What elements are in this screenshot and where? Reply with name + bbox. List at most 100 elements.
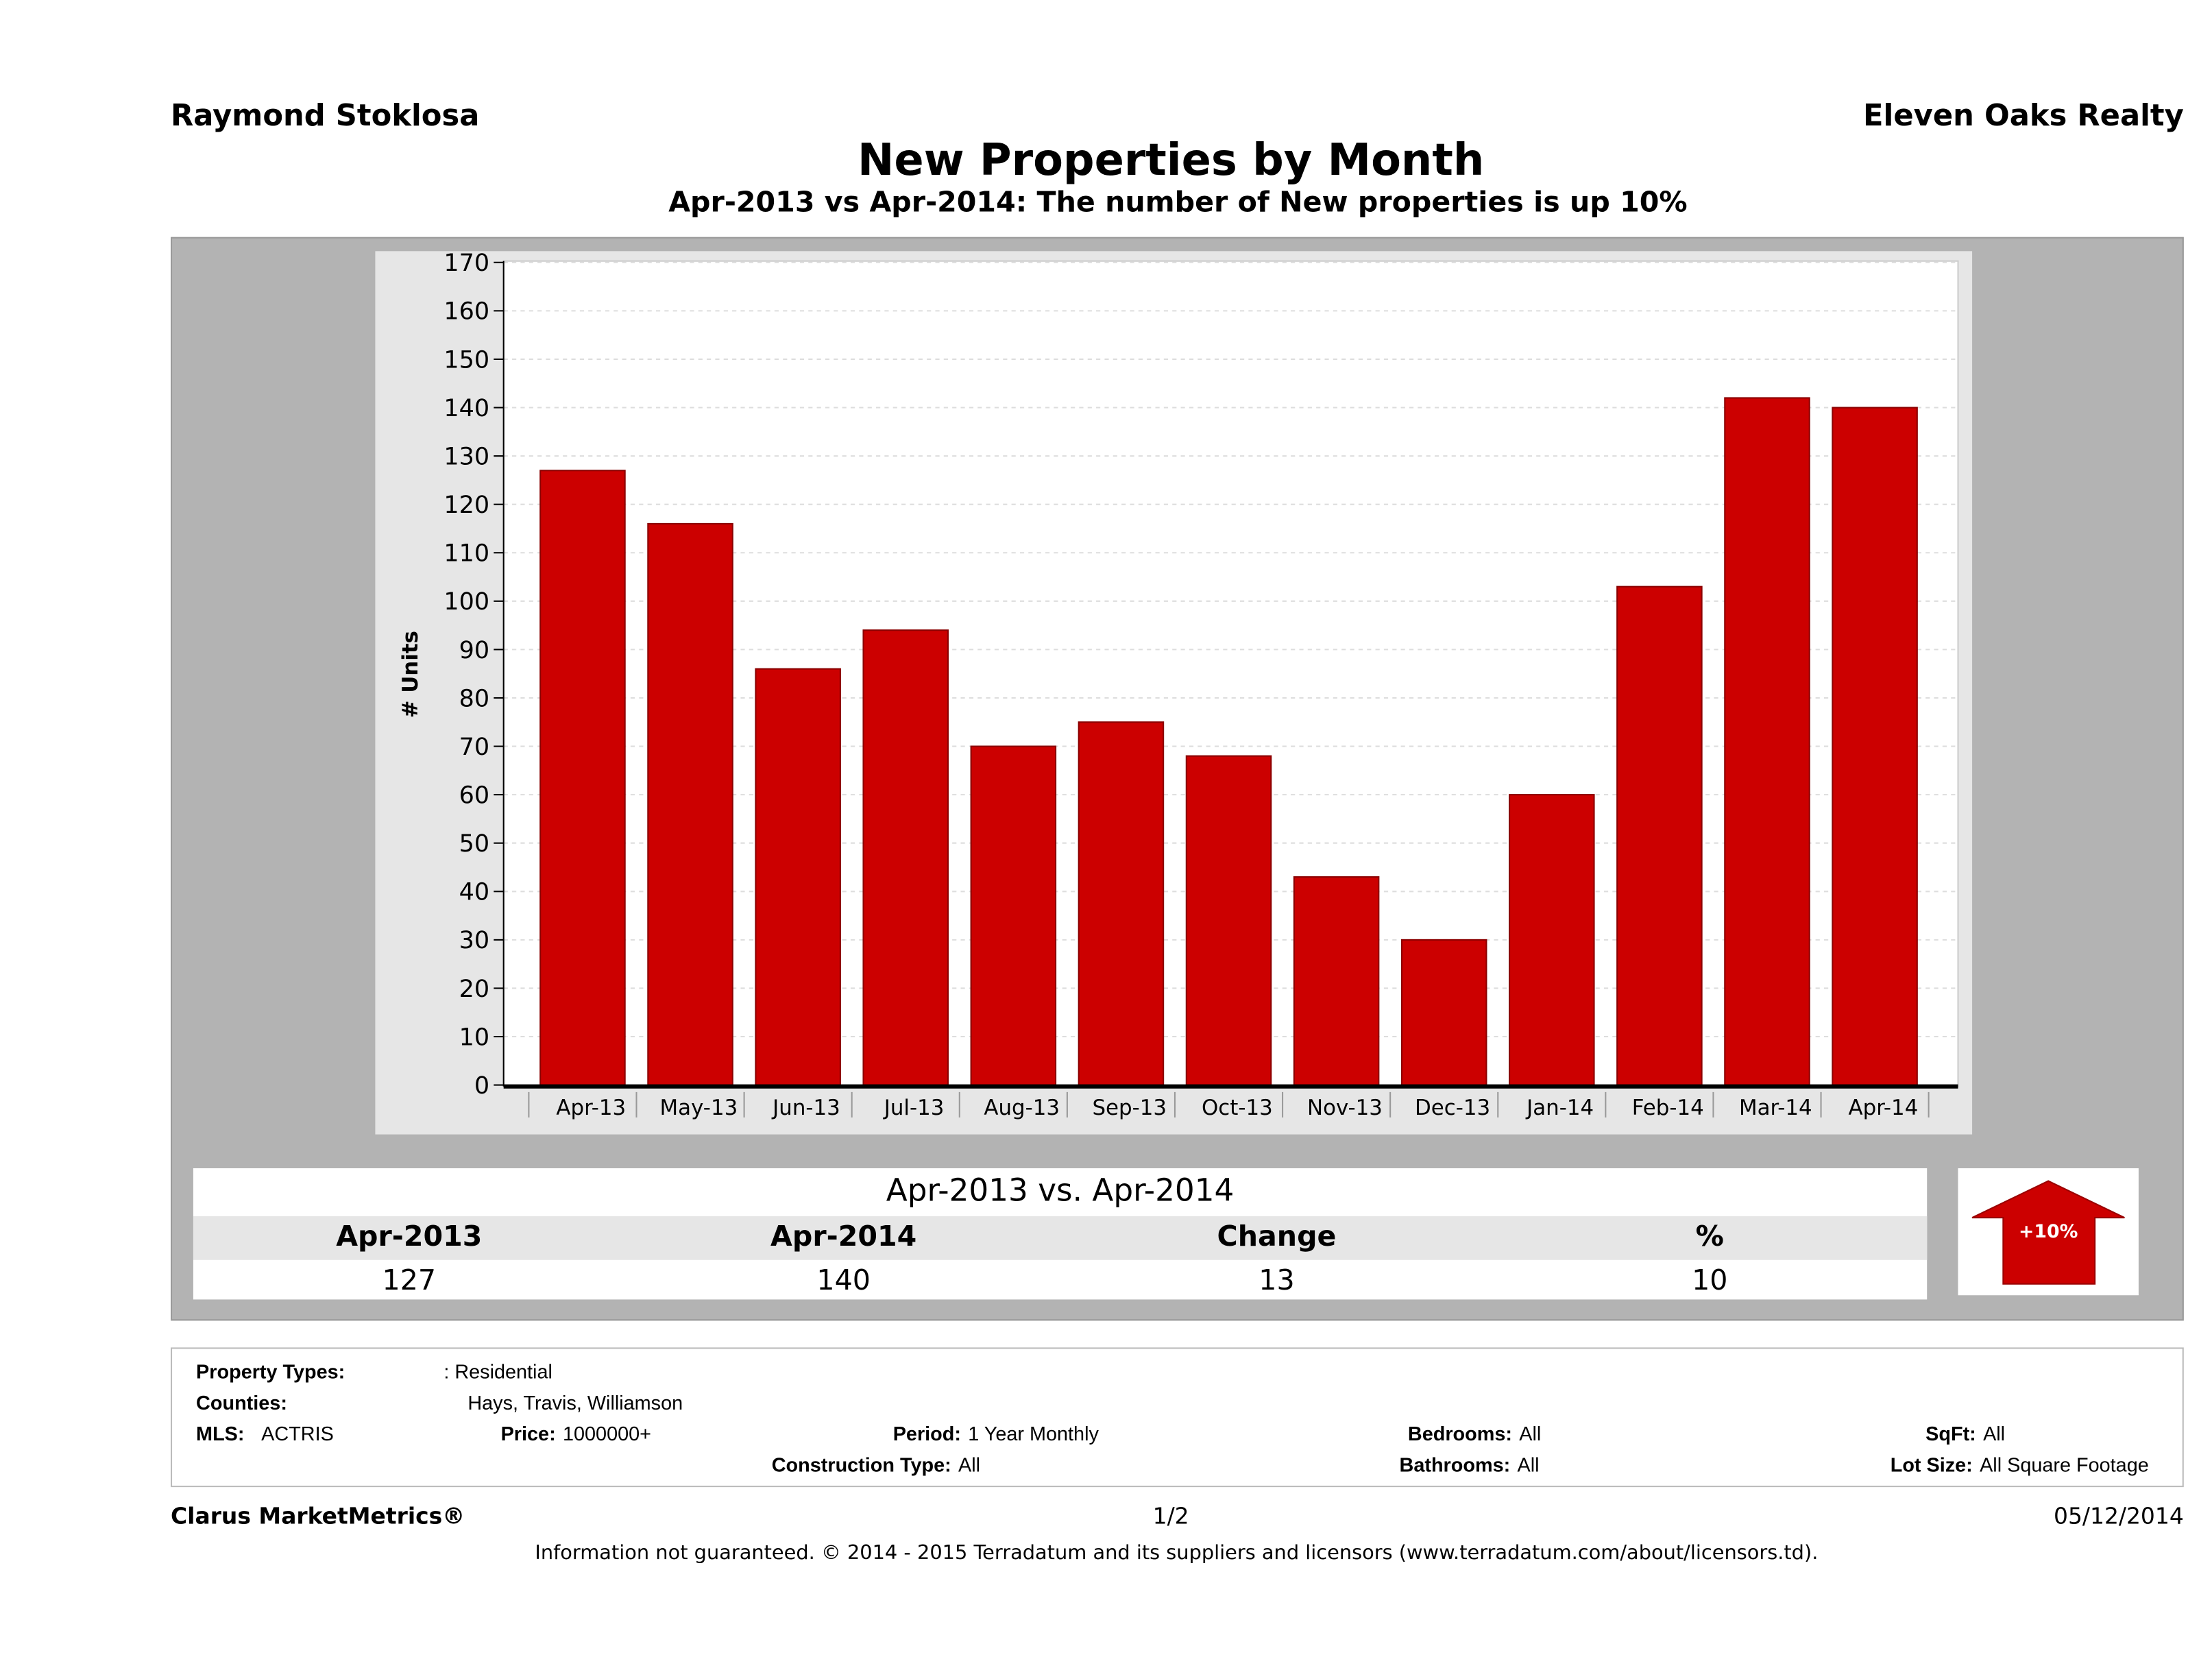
period-field: Period: 1 Year Monthly (893, 1422, 1099, 1445)
x-tick-label: Aug-13 (984, 1096, 1060, 1120)
counties-field: Counties: Hays, Travis, Williamson (196, 1391, 683, 1414)
agent-name: Raymond Stoklosa (171, 99, 480, 133)
x-tick-label: Apr-14 (1849, 1096, 1919, 1120)
sqft-value: All (1983, 1422, 2006, 1445)
y-tick-label: 110 (443, 540, 489, 568)
price-field: Price: 1000000+ (501, 1422, 651, 1445)
x-tick-label: Mar-14 (1739, 1096, 1812, 1120)
mls-value: ACTRIS (261, 1422, 334, 1445)
lot-size-label: Lot Size: (1890, 1453, 1973, 1476)
counties-value: Hays, Travis, Williamson (467, 1391, 683, 1414)
mls-label: MLS: (196, 1422, 245, 1445)
bar-jan-14 (1509, 794, 1595, 1086)
mls-field: MLS: ACTRIS (196, 1422, 334, 1445)
y-tick-label: 100 (443, 588, 489, 616)
value-apr-2013: 127 (382, 1262, 437, 1297)
y-tick-label: 80 (459, 685, 490, 712)
bar-feb-14 (1616, 585, 1703, 1086)
summary-title: Apr-2013 vs. Apr-2014 (886, 1174, 1235, 1209)
y-tick-label: 90 (459, 637, 490, 664)
x-tick-label: May-13 (660, 1096, 738, 1120)
y-tick-label: 130 (443, 443, 489, 470)
bar-aug-13 (970, 745, 1057, 1086)
summary-table: Apr-2013 vs. Apr-2014 Apr-2013 Apr-2014 … (193, 1168, 1928, 1300)
y-tick-label: 140 (443, 395, 489, 422)
bathrooms-value: All (1517, 1453, 1540, 1476)
property-types-label: Property Types: (196, 1360, 345, 1383)
x-tick-label: Sep-13 (1092, 1096, 1167, 1120)
header-change: Change (1217, 1219, 1337, 1253)
disclaimer: Information not guaranteed. © 2014 - 201… (535, 1542, 1819, 1565)
value-apr-2014: 140 (816, 1262, 871, 1297)
x-tick-label: Jun-13 (771, 1096, 840, 1120)
x-tick-label: Jul-13 (883, 1096, 945, 1120)
bedrooms-label: Bedrooms: (1407, 1422, 1512, 1445)
property-types-field: Property Types: : Residential (196, 1360, 552, 1383)
counties-label: Counties: (196, 1391, 287, 1414)
bathrooms-label: Bathrooms: (1399, 1453, 1511, 1476)
x-tick-label: Apr-13 (556, 1096, 626, 1120)
header-apr-2013: Apr-2013 (336, 1219, 483, 1253)
y-tick-label: 120 (443, 492, 489, 519)
y-tick-label: 160 (443, 298, 489, 326)
y-tick-label: 150 (443, 346, 489, 374)
up-arrow-icon (1971, 1180, 2125, 1285)
x-tick-label: Feb-14 (1632, 1096, 1704, 1120)
bar-oct-13 (1185, 755, 1272, 1086)
property-types-value: : Residential (443, 1360, 552, 1383)
x-tick-label: Nov-13 (1307, 1096, 1383, 1120)
y-tick-label: 170 (443, 250, 489, 277)
y-tick-label: 20 (459, 976, 490, 1003)
period-label: Period: (892, 1422, 961, 1445)
header-apr-2014: Apr-2014 (770, 1219, 917, 1253)
y-tick-label: 50 (459, 830, 490, 858)
report-date: 05/12/2014 (2053, 1502, 2184, 1530)
bedrooms-field: Bedrooms: All (1408, 1422, 1541, 1445)
price-value: 1000000+ (562, 1422, 651, 1445)
bar-jun-13 (755, 668, 841, 1086)
x-tick-label: Oct-13 (1202, 1096, 1273, 1120)
chart-subtitle: Apr-2013 vs Apr-2014: The number of New … (668, 184, 1688, 219)
lot-size-value: All Square Footage (1980, 1453, 2149, 1476)
y-tick-label: 30 (459, 927, 490, 954)
bar-sep-13 (1078, 721, 1165, 1086)
construction-field: Construction Type: All (772, 1453, 980, 1476)
page-number: 1/2 (1152, 1502, 1189, 1530)
change-badge: +10% (1958, 1168, 2139, 1296)
y-tick-label: 0 (474, 1072, 489, 1100)
brokerage-name: Eleven Oaks Realty (1863, 99, 2184, 133)
bar-apr-14 (1832, 407, 1918, 1086)
y-tick-label: 70 (459, 734, 490, 761)
header-percent: % (1695, 1219, 1724, 1253)
chart-title: New Properties by Month (858, 135, 1485, 186)
price-label: Price: (500, 1422, 556, 1445)
x-tick-label: Dec-13 (1415, 1096, 1490, 1120)
footer-brand: Clarus MarketMetrics® (171, 1502, 465, 1530)
construction-value: All (958, 1453, 981, 1476)
x-tick-label: Jan-14 (1525, 1096, 1594, 1120)
bedrooms-value: All (1519, 1422, 1542, 1445)
bar-nov-13 (1293, 876, 1380, 1086)
y-axis-label: # Units (398, 631, 423, 718)
bar-mar-14 (1724, 397, 1810, 1086)
period-value: 1 Year Monthly (968, 1422, 1099, 1445)
criteria-box: Property Types: : Residential Counties: Ha… (171, 1347, 2184, 1488)
construction-label: Construction Type: (771, 1453, 951, 1476)
y-tick-label: 60 (459, 782, 490, 809)
lot-size-field: Lot Size: All Square Footage (1891, 1453, 2149, 1476)
value-percent: 10 (1692, 1262, 1728, 1297)
bar-dec-13 (1400, 939, 1487, 1086)
bar-may-13 (647, 522, 733, 1086)
bar-jul-13 (862, 629, 949, 1086)
y-tick-label: 10 (459, 1024, 490, 1051)
change-badge-label: +10% (2018, 1222, 2078, 1244)
value-change: 13 (1259, 1262, 1295, 1297)
sqft-label: SqFt: (1925, 1422, 1976, 1445)
bar-chart: 0 10 20 30 40 50 60 70 80 90 100 110 120 130 140 150 160… (398, 250, 1959, 1120)
bar-apr-13 (539, 470, 626, 1086)
summary-header-row (193, 1216, 1928, 1260)
bathrooms-field: Bathrooms: All (1400, 1453, 1540, 1476)
y-tick-label: 40 (459, 879, 490, 906)
sqft-field: SqFt: All (1925, 1422, 2005, 1445)
